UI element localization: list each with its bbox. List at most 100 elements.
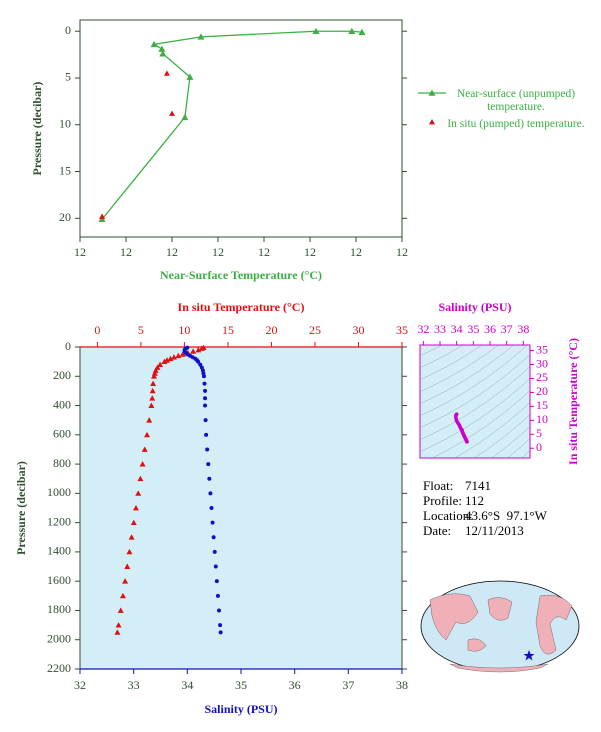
triangle-marker bbox=[167, 355, 174, 362]
triangle-marker bbox=[99, 213, 106, 219]
triangle-marker bbox=[151, 370, 158, 376]
isopycnal bbox=[473, 414, 530, 458]
x-tick-label: 33 bbox=[128, 678, 140, 692]
isopycnal bbox=[420, 345, 443, 357]
triangle-marker bbox=[128, 534, 135, 540]
x-tick-label: 38 bbox=[396, 678, 408, 692]
dot-marker bbox=[201, 374, 206, 379]
y-tick-label: 1200 bbox=[47, 514, 71, 528]
x-tick-label: 12 bbox=[166, 245, 178, 259]
x2-tick-label: 5 bbox=[138, 323, 144, 337]
dot-marker bbox=[218, 630, 223, 635]
info-row: Float: 7141 bbox=[423, 478, 547, 493]
map-land bbox=[467, 638, 487, 652]
isopycnal bbox=[431, 390, 530, 458]
info-label: Date: bbox=[423, 523, 452, 538]
float-info: Float: 7141 Profile: 112 Location:43.6°S 97.… bbox=[423, 478, 547, 538]
triangle-marker bbox=[312, 27, 320, 35]
dot-marker bbox=[198, 362, 203, 367]
dot-marker bbox=[202, 381, 207, 386]
isopycnal bbox=[420, 345, 499, 393]
triangle-marker bbox=[126, 548, 133, 555]
y-tick-label: 400 bbox=[53, 397, 71, 411]
info-value: 7141 bbox=[465, 478, 491, 493]
y-axis-label: In situ Temperature (°C) bbox=[566, 338, 580, 465]
dot-marker bbox=[203, 396, 208, 401]
triangle-marker bbox=[124, 563, 131, 569]
triangle-marker bbox=[158, 45, 166, 52]
x-tick-label: 12 bbox=[350, 245, 362, 259]
y-tick-label: 2200 bbox=[47, 661, 71, 675]
dot-marker bbox=[196, 359, 201, 364]
x2-tick-label: 15 bbox=[222, 323, 234, 337]
dot-marker bbox=[203, 418, 208, 423]
x-tick-label: 36 bbox=[289, 678, 301, 692]
triangle-marker bbox=[163, 70, 170, 76]
triangle-marker bbox=[149, 395, 156, 401]
y-tick-label: 0 bbox=[65, 339, 71, 353]
isopycnal bbox=[454, 402, 530, 458]
triangle-marker bbox=[159, 50, 167, 57]
triangle-marker bbox=[149, 387, 156, 394]
legend-marker bbox=[428, 89, 436, 96]
x2-tick-label: 20 bbox=[265, 323, 277, 337]
info-row: Date: 12/11/2013 bbox=[423, 523, 547, 538]
info-row: Location:43.6°S 97.1°W bbox=[423, 508, 547, 523]
x-tick-label: 36 bbox=[484, 322, 496, 336]
triangle-marker bbox=[170, 354, 177, 360]
triangle-marker bbox=[181, 113, 189, 121]
legend-entry: Near-surface (unpumped) temperature. bbox=[456, 88, 576, 113]
y-tick-label: 15 bbox=[536, 398, 548, 412]
info-label: Location: bbox=[423, 508, 473, 523]
isopycnal bbox=[420, 366, 530, 441]
y-tick-label: 1600 bbox=[47, 573, 71, 587]
triangle-marker bbox=[117, 607, 124, 613]
map-land bbox=[449, 663, 549, 673]
x2-tick-label: 25 bbox=[309, 323, 321, 337]
triangle-marker bbox=[197, 33, 205, 40]
isopycnal bbox=[415, 218, 535, 298]
triangle-marker bbox=[175, 352, 182, 359]
y-tick-label: 25 bbox=[536, 370, 548, 384]
triangle-marker bbox=[135, 490, 142, 496]
triangle-marker bbox=[198, 345, 205, 351]
dot-marker bbox=[214, 579, 219, 584]
x-tick-label: 12 bbox=[120, 245, 132, 259]
x-tick-label: 35 bbox=[235, 678, 247, 692]
x-tick-label: 34 bbox=[451, 322, 463, 336]
x-tick-label: 34 bbox=[181, 678, 193, 692]
dot-marker bbox=[204, 432, 209, 437]
plot-background bbox=[80, 347, 402, 669]
info-row: Profile: 112 bbox=[423, 493, 547, 508]
y-tick-label: 2000 bbox=[47, 631, 71, 645]
y-tick-label: 15 bbox=[59, 163, 71, 177]
dot-marker bbox=[205, 447, 210, 452]
y-tick-label: 0 bbox=[65, 23, 71, 37]
triangle-marker bbox=[169, 110, 175, 116]
x-tick-label: 12 bbox=[212, 245, 224, 259]
profile-line bbox=[101, 30, 363, 220]
plot-frame bbox=[79, 19, 403, 238]
y-tick-label: 800 bbox=[53, 456, 71, 470]
dot-marker bbox=[216, 608, 221, 613]
x2-tick-label: 30 bbox=[352, 323, 364, 337]
triangle-marker bbox=[114, 629, 121, 635]
y-axis-label: Pressure (decibar) bbox=[30, 82, 44, 176]
x2-tick-label: 0 bbox=[94, 323, 100, 337]
dot-marker bbox=[207, 476, 212, 481]
x-tick-label: 38 bbox=[517, 322, 529, 336]
triangle-marker bbox=[157, 361, 164, 367]
x-tick-label: 33 bbox=[434, 322, 446, 336]
y-tick-label: 20 bbox=[536, 384, 548, 398]
triangle-marker bbox=[150, 40, 158, 48]
dot-marker bbox=[203, 403, 208, 408]
legend-entry: In situ (pumped) temperature. bbox=[447, 118, 585, 130]
triangle-marker bbox=[130, 519, 137, 526]
x-tick-label: 37 bbox=[501, 322, 513, 336]
y-tick-label: 1400 bbox=[47, 544, 71, 558]
isopycnal bbox=[491, 426, 530, 458]
y-tick-label: 10 bbox=[59, 117, 71, 131]
y-tick-label: 10 bbox=[536, 412, 548, 426]
dot-marker bbox=[206, 462, 211, 467]
triangle-marker bbox=[148, 402, 155, 408]
